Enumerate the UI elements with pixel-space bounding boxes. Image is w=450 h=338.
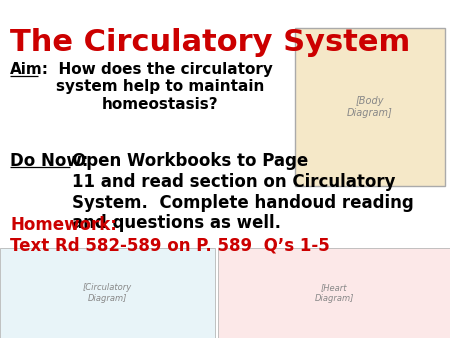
Text: The Circulatory System: The Circulatory System <box>10 28 410 57</box>
Bar <box>295 28 445 186</box>
Text: Do Now:: Do Now: <box>10 152 88 170</box>
Text: [Body
Diagram]: [Body Diagram] <box>347 96 393 118</box>
Bar <box>0 248 215 338</box>
Text: [Heart
Diagram]: [Heart Diagram] <box>314 283 354 303</box>
Text: Homework:
Text Rd 582-589 on P. 589  Q’s 1-5: Homework: Text Rd 582-589 on P. 589 Q’s … <box>10 216 330 255</box>
Text: [Circulatory
Diagram]: [Circulatory Diagram] <box>82 283 131 303</box>
Bar <box>218 248 450 338</box>
Text: How does the circulatory
system help to maintain
homeostasis?: How does the circulatory system help to … <box>48 62 272 112</box>
Text: Aim:: Aim: <box>10 62 49 77</box>
Text: Open Workbooks to Page
11 and read section on Circulatory
System.  Complete hand: Open Workbooks to Page 11 and read secti… <box>72 152 414 233</box>
